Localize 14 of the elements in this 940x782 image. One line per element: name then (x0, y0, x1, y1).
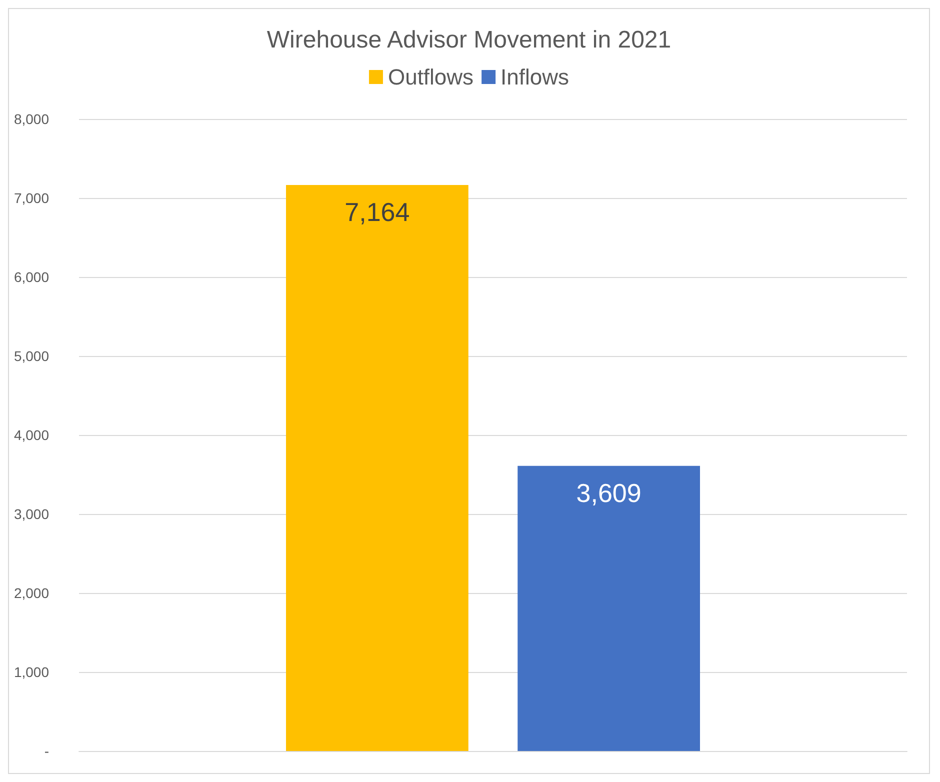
y-tick-label: 6,000 (14, 269, 50, 285)
y-tick-label: 8,000 (14, 111, 50, 127)
data-label: 7,164 (344, 197, 410, 228)
y-tick-label: 5,000 (14, 348, 50, 364)
y-tick-label: 1,000 (14, 664, 50, 680)
y-tick-label: 4,000 (14, 427, 50, 443)
y-tick-label: 7,000 (14, 190, 50, 206)
legend-label: Inflows (500, 64, 570, 90)
y-tick-label: 2,000 (14, 585, 50, 601)
y-tick-label: - (44, 743, 50, 759)
data-label: 3,609 (576, 478, 642, 508)
y-tick-label: 3,000 (14, 506, 50, 522)
legend-label: Outflows (388, 64, 474, 90)
chart-title: Wirehouse Advisor Movement in 2021 (266, 26, 672, 54)
